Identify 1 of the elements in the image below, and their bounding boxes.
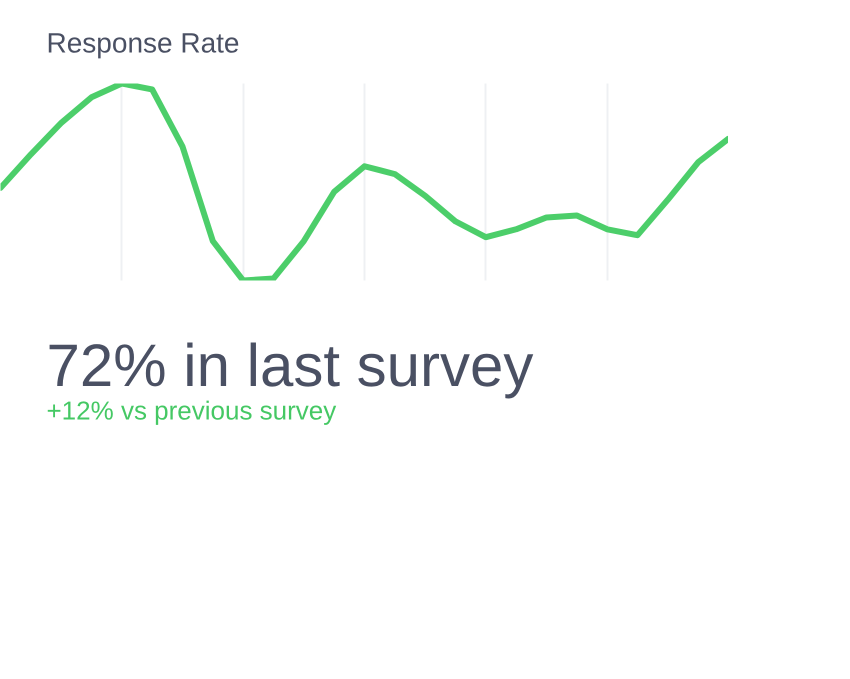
chart-title: Response Rate [46, 28, 240, 58]
